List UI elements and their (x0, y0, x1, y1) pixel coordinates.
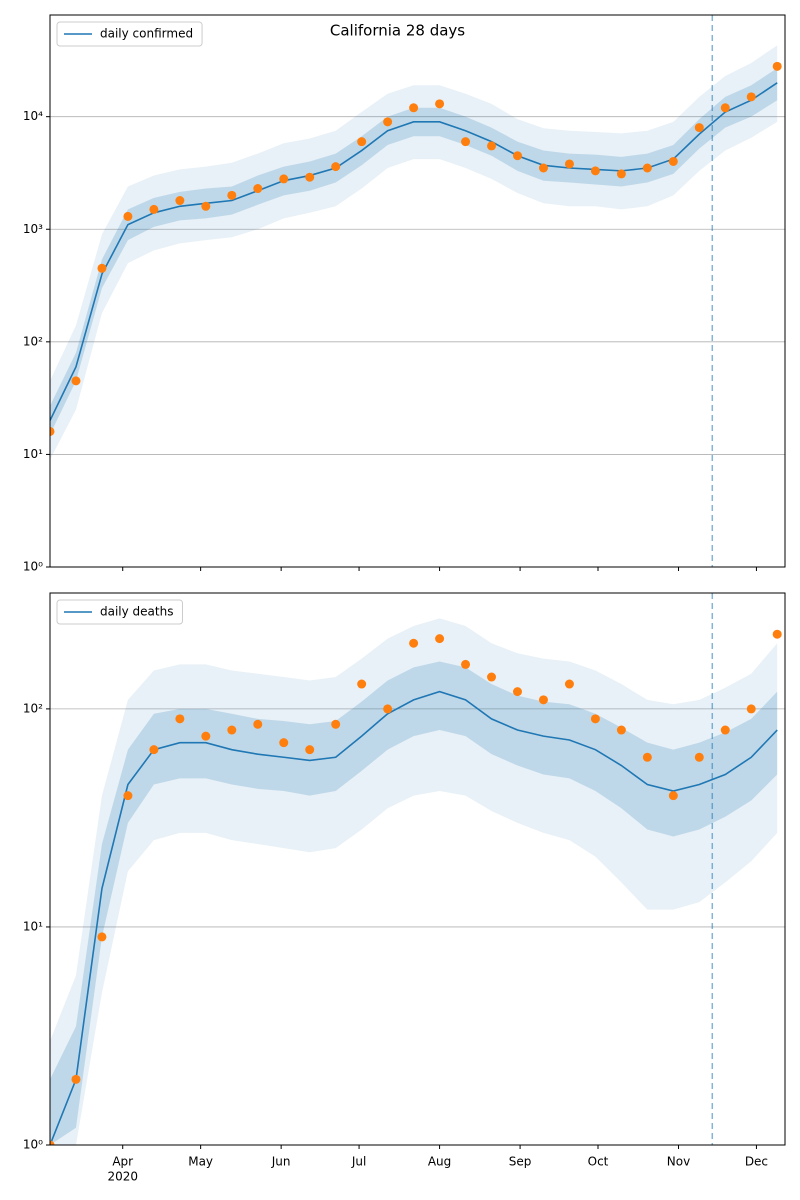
data-point (435, 634, 445, 644)
data-point (149, 745, 159, 755)
data-point (409, 103, 419, 113)
data-point (616, 725, 626, 735)
data-point (564, 679, 574, 689)
y-tick-label: 10¹ (23, 919, 43, 933)
data-point (720, 725, 730, 735)
data-point (279, 174, 289, 184)
y-tick-label: 10⁰ (23, 1138, 43, 1152)
data-point (201, 201, 211, 211)
data-point (487, 141, 497, 151)
chart-title: California 28 days (330, 22, 465, 40)
data-point (175, 714, 185, 724)
panel: 10⁰ 10¹ 10² 10³ 10⁴ California 28 days daily c… (23, 14, 786, 574)
data-point (720, 103, 730, 113)
data-point (772, 629, 782, 639)
axes-frame (49, 14, 786, 568)
legend: daily deaths (56, 599, 183, 625)
data-point (538, 695, 548, 705)
confidence-band (50, 68, 778, 435)
data-point (357, 137, 367, 147)
data-point (279, 738, 289, 748)
x-tick-label: May (188, 1155, 213, 1169)
data-point (149, 204, 159, 214)
confidence-band (50, 661, 778, 1145)
x-tick-label: Jun (271, 1155, 291, 1169)
confidence-band (50, 45, 778, 460)
data-point (746, 92, 756, 102)
data-point (512, 687, 522, 697)
data-point (97, 263, 107, 273)
data-point (668, 156, 678, 166)
data-point (50, 1140, 55, 1145)
x-tick-label: Dec (745, 1155, 768, 1169)
data-point (694, 752, 704, 762)
data-point (746, 704, 756, 714)
line (50, 690, 778, 1145)
data-point (409, 638, 419, 648)
data-point (123, 211, 133, 221)
axes-frame (49, 592, 786, 1146)
data-point (97, 932, 107, 942)
line (50, 82, 778, 421)
y-tick-label: 10⁴ (23, 109, 43, 123)
data-point (305, 745, 315, 755)
x-tick-label: Aug (428, 1155, 451, 1169)
data-point (487, 672, 497, 682)
x-tick-label: Apr (112, 1155, 133, 1169)
legend-box (56, 599, 183, 625)
data-point (383, 117, 393, 127)
data-point (642, 752, 652, 762)
legend: daily confirmed (56, 21, 203, 47)
data-point (590, 714, 600, 724)
y-tick-label: 10³ (23, 222, 43, 236)
x-tick-label: Oct (588, 1155, 609, 1169)
data-point (305, 172, 315, 182)
x-sublabel: 2020 (107, 1170, 138, 1184)
y-tick-label: 10² (23, 701, 43, 715)
data-point (512, 151, 522, 161)
data-point (616, 169, 626, 179)
data-point (71, 1074, 81, 1084)
data-point (201, 731, 211, 741)
data-point (461, 659, 471, 669)
panel: 10⁰ 10¹ 10² Apr May Jun Jul Aug Sep Oct Nov Dec 2020… (23, 592, 786, 1184)
plot-area (50, 45, 782, 460)
legend-label: daily confirmed (100, 27, 193, 41)
data-point (123, 791, 133, 801)
data-point (694, 123, 704, 133)
data-point (50, 426, 55, 436)
data-point (253, 184, 263, 194)
data-point (71, 376, 81, 386)
data-point (175, 196, 185, 206)
data-point (227, 190, 237, 200)
data-point (642, 163, 652, 173)
data-point (538, 163, 548, 173)
data-point (668, 791, 678, 801)
x-tick-label: Jul (351, 1155, 366, 1169)
plot-area (50, 618, 782, 1145)
x-tick-label: Nov (667, 1155, 690, 1169)
data-point (590, 166, 600, 176)
legend-box (56, 21, 203, 47)
data-point (357, 679, 367, 689)
data-point (772, 61, 782, 71)
data-point (461, 137, 471, 147)
x-tick-label: Sep (509, 1155, 532, 1169)
data-point (383, 704, 393, 714)
y-tick-label: 10⁰ (23, 560, 43, 574)
data-point (331, 162, 341, 172)
data-point (331, 719, 341, 729)
legend-label: daily deaths (100, 605, 173, 619)
data-point (435, 99, 445, 109)
y-tick-label: 10² (23, 334, 43, 348)
data-point (227, 725, 237, 735)
y-tick-label: 10¹ (23, 447, 43, 461)
data-point (564, 159, 574, 169)
data-point (253, 719, 263, 729)
